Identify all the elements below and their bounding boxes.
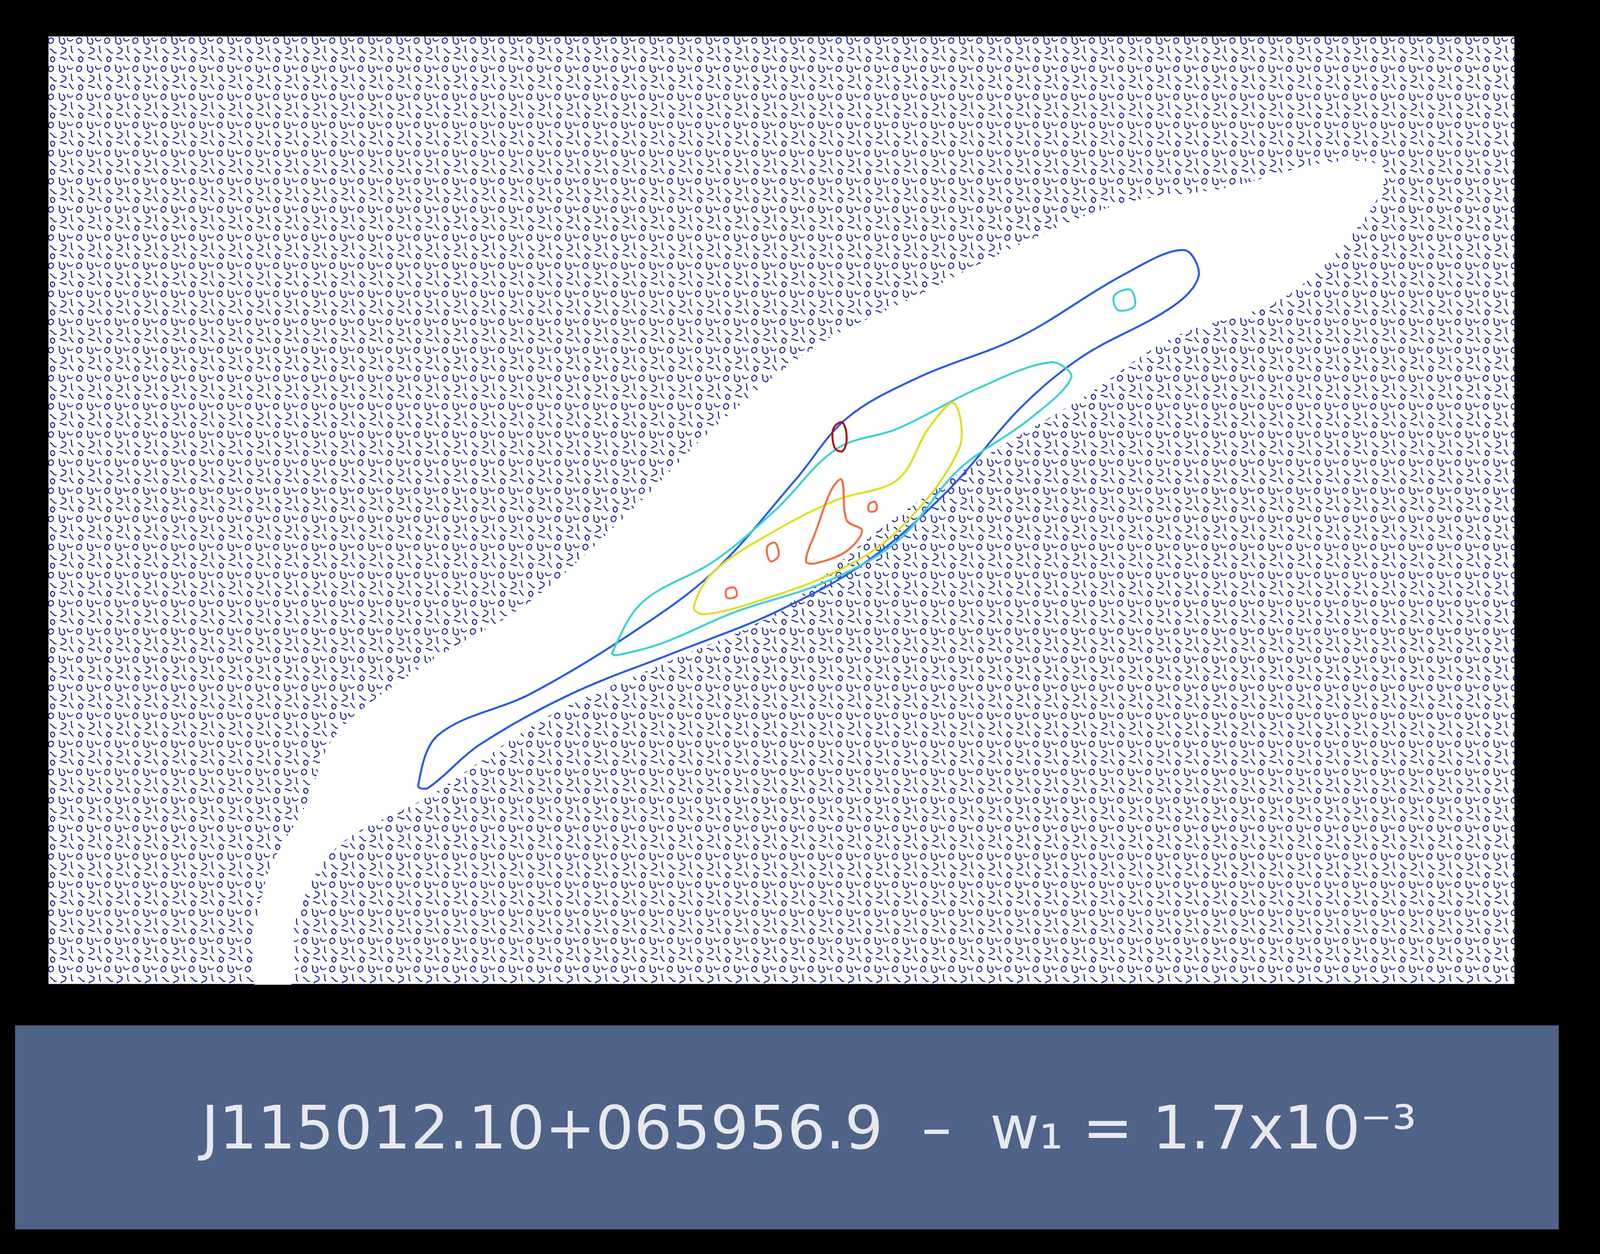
svg-text:J115012.10+065956.9 – w₁ = 1: J115012.10+065956.9 – w₁ = 1.7x10⁻³ (197, 1092, 1417, 1163)
